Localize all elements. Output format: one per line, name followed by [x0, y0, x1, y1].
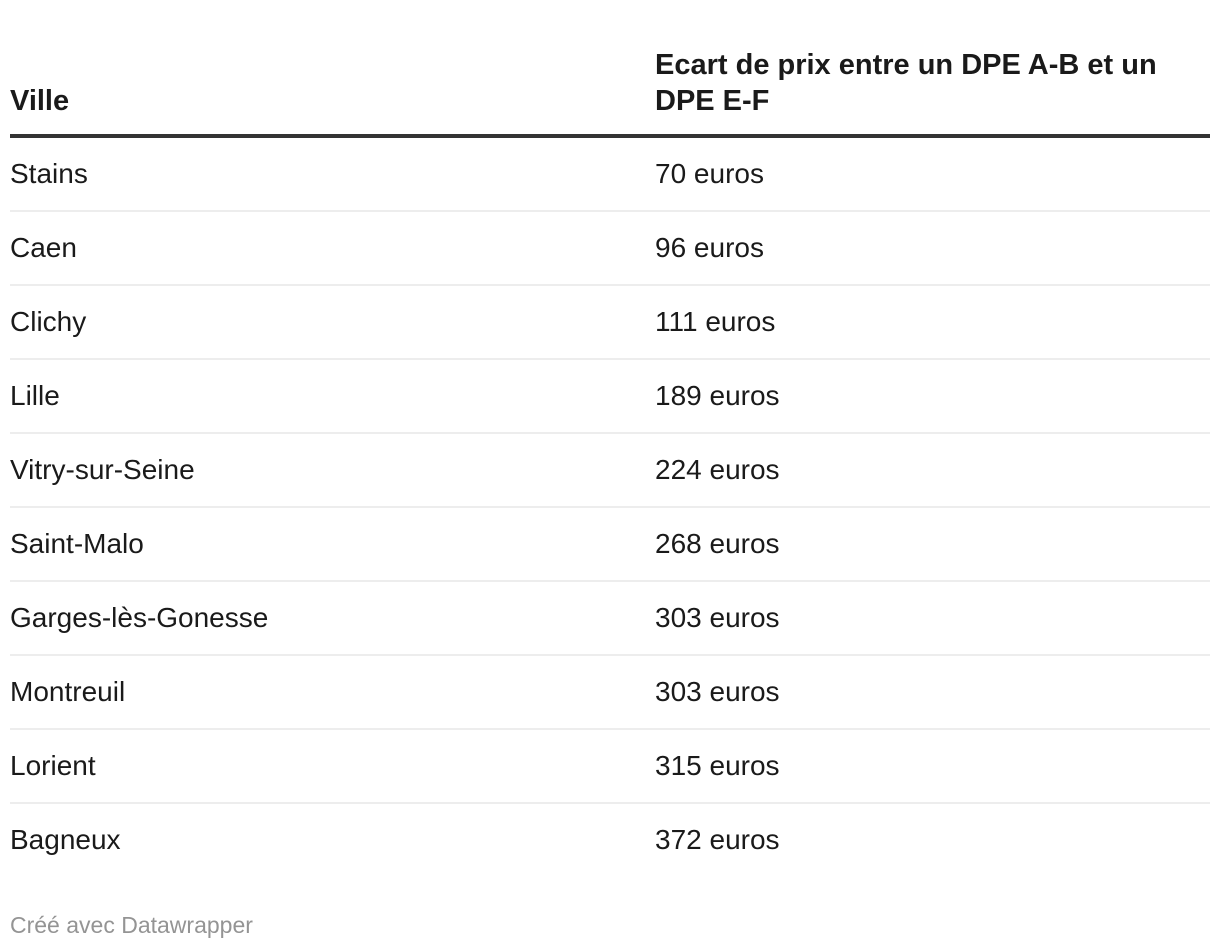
- cell-ecart: 372 euros: [655, 802, 1210, 876]
- cell-ecart: 111 euros: [655, 284, 1210, 359]
- cell-ville: Montreuil: [10, 654, 655, 729]
- cell-ecart: 268 euros: [655, 506, 1210, 581]
- cell-ville: Garges-lès-Gonesse: [10, 580, 655, 655]
- table-row: Montreuil 303 euros: [10, 654, 1210, 729]
- table-row: Garges-lès-Gonesse 303 euros: [10, 580, 1210, 655]
- cell-ville: Saint-Malo: [10, 506, 655, 581]
- cell-ville: Stains: [10, 158, 88, 189]
- cell-ecart: 303 euros: [655, 654, 1210, 729]
- table-row: Bagneux 372 euros: [10, 802, 1210, 876]
- column-header-ecart-label-line1: Ecart de prix entre un DPE A-B et un: [655, 49, 1157, 81]
- cell-ecart: 96 euros: [655, 210, 1210, 285]
- cell-ecart: 224 euros: [655, 432, 1210, 507]
- cell-ville: Vitry-sur-Seine: [10, 432, 655, 507]
- datawrapper-credit-link[interactable]: Créé avec Datawrapper: [10, 912, 253, 938]
- cell-ecart: 189 euros: [655, 358, 1210, 433]
- header-row: Ville Ecart de prix entre un DPE A-B et …: [10, 47, 1210, 138]
- table-row: Stains 70 euros: [10, 136, 1210, 211]
- cell-ville: Clichy: [10, 284, 655, 359]
- table-row: Saint-Malo 268 euros: [10, 506, 1210, 581]
- table-row: Clichy 111 euros: [10, 284, 1210, 359]
- table-row: Lorient 315 euros: [10, 728, 1210, 803]
- table-row: Caen 96 euros: [10, 210, 1210, 285]
- cell-ville: Lille: [10, 358, 655, 433]
- table-row: Lille 189 euros: [10, 358, 1210, 433]
- cell-ville: Lorient: [10, 728, 655, 803]
- cell-ville: Bagneux: [10, 802, 655, 876]
- cell-ecart: 315 euros: [655, 728, 1210, 803]
- column-header-ville: Ville: [10, 47, 655, 138]
- cell-ville: Caen: [10, 210, 655, 285]
- cell-ecart: 303 euros: [655, 580, 1210, 655]
- cell-ecart: 70 euros: [655, 158, 764, 189]
- footer: Créé avec Datawrapper: [0, 876, 1220, 939]
- data-table: Ville Ecart de prix entre un DPE A-B et …: [10, 47, 1210, 876]
- column-header-ville-label: Ville: [10, 85, 70, 117]
- table-container: Ville Ecart de prix entre un DPE A-B et …: [10, 47, 1210, 876]
- column-header-ecart: Ecart de prix entre un DPE A-B et un DPE…: [655, 47, 1210, 138]
- table-row: Vitry-sur-Seine 224 euros: [10, 432, 1210, 507]
- column-header-ecart-label-line2: DPE E-F: [655, 85, 770, 117]
